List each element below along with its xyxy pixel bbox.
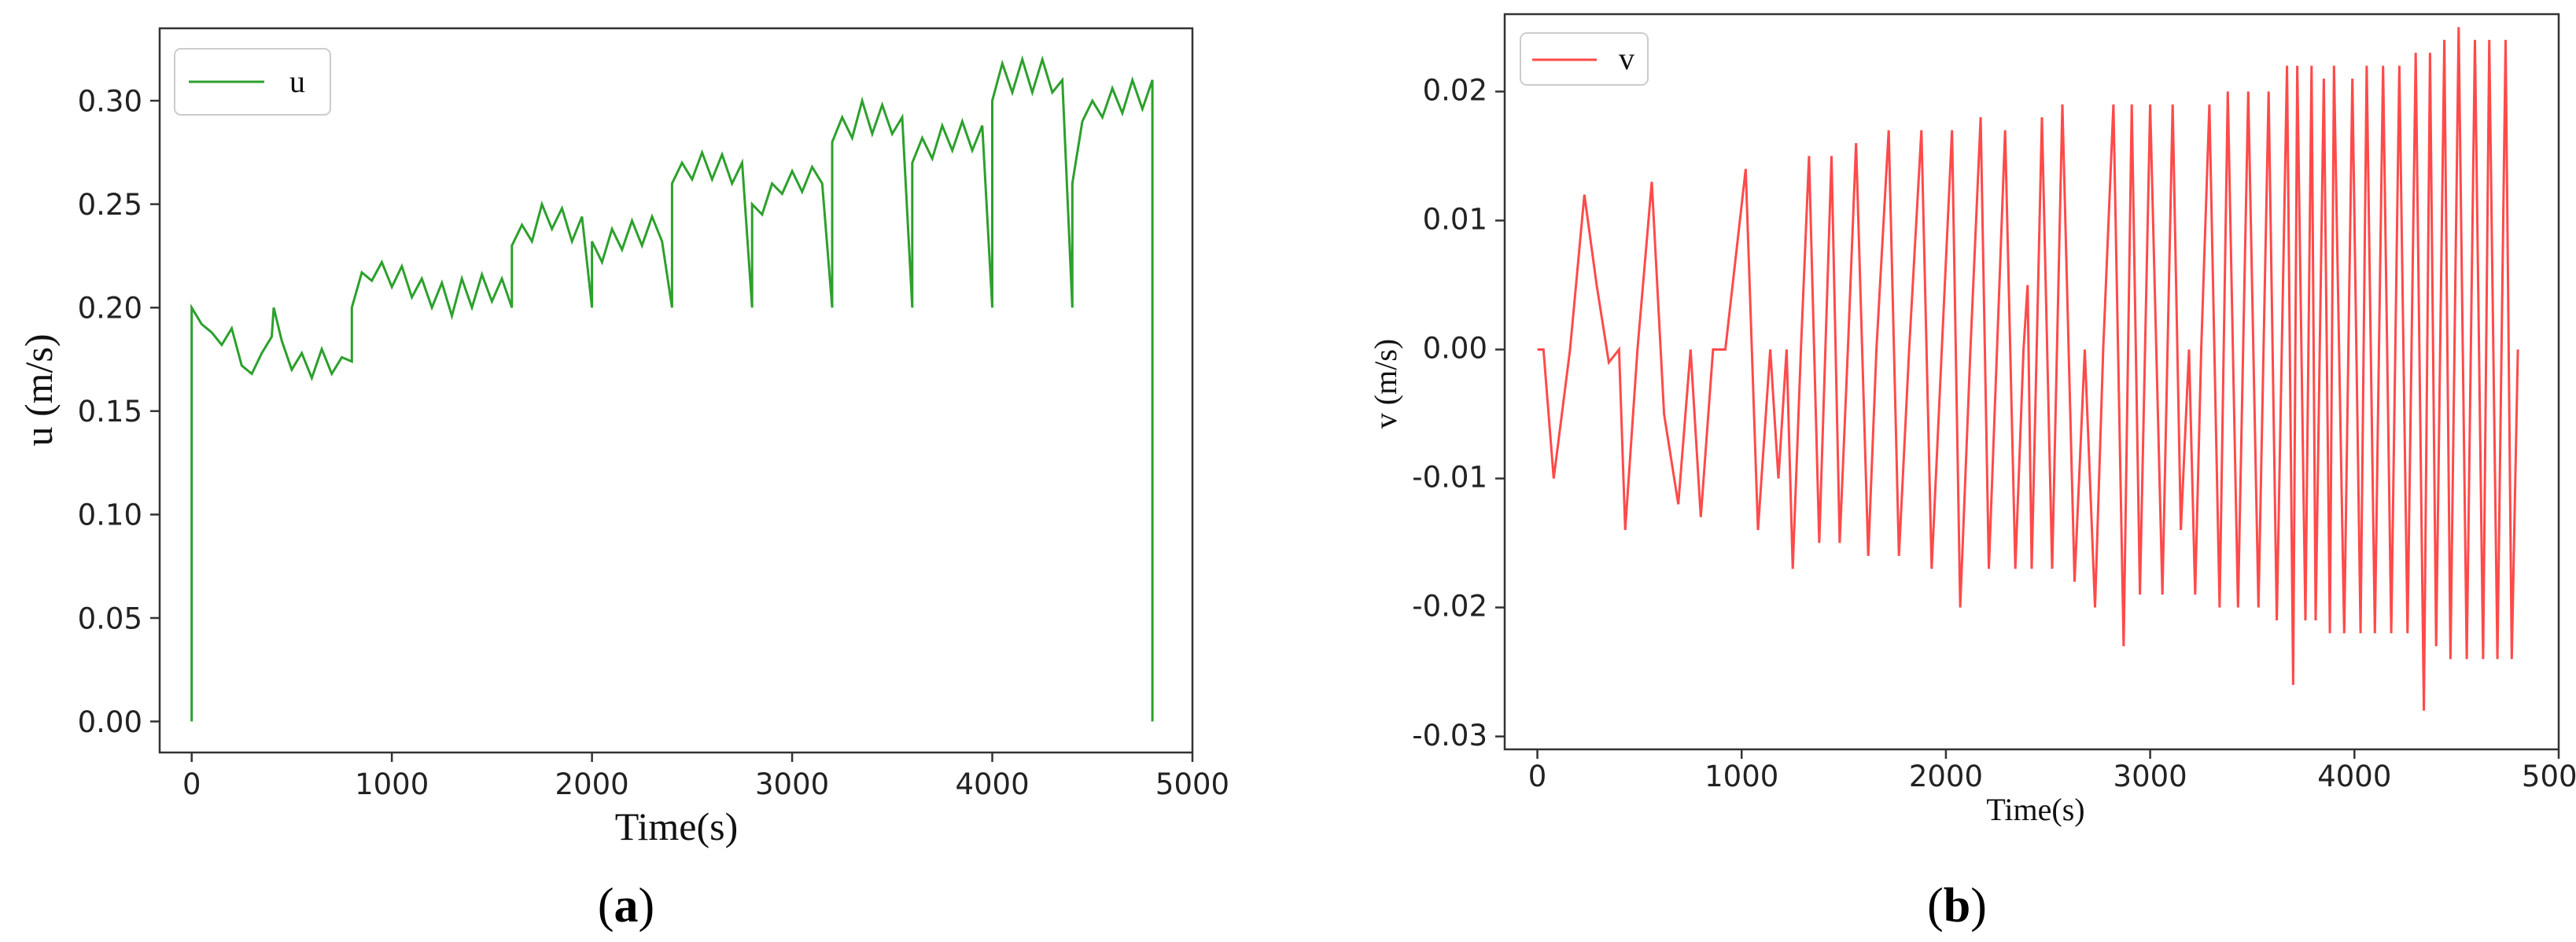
y-axis-label-a: u (m/s) bbox=[17, 333, 61, 446]
panel-label-a: (a) bbox=[598, 879, 654, 933]
y-tick-label-a: 0.00 bbox=[78, 705, 142, 739]
plot-frame-b bbox=[1503, 13, 2560, 751]
series-line-u bbox=[190, 55, 1154, 722]
y-tick-label-b: 0.02 bbox=[1423, 74, 1487, 108]
y-tick-label-b: -0.03 bbox=[1412, 719, 1487, 752]
x-tick-label-a: 0 bbox=[182, 767, 201, 801]
x-tick-label-a: 1000 bbox=[355, 767, 429, 801]
x-tick-label-b: 0 bbox=[1528, 760, 1547, 793]
y-tick-label-a: 0.20 bbox=[78, 292, 142, 326]
y-tick-label-a: 0.05 bbox=[78, 602, 142, 635]
x-axis-label-b: Time(s) bbox=[1986, 792, 2084, 827]
y-ticks-a: 0.00 0.05 0.10 0.15 0.20 0.25 0.30 bbox=[78, 84, 160, 739]
x-tick-label-b: 4000 bbox=[2317, 760, 2391, 793]
x-tick-label-a: 5000 bbox=[1155, 767, 1229, 801]
y-tick-label-a: 0.30 bbox=[78, 84, 142, 118]
legend-a: u bbox=[174, 48, 331, 116]
legend-entry-v: v bbox=[1619, 41, 1634, 76]
y-tick-label-a: 0.25 bbox=[78, 188, 142, 222]
y-axis-label-b: v (m/s) bbox=[1368, 339, 1403, 429]
x-ticks-a: 0 1000 2000 3000 4000 5000 bbox=[182, 752, 1229, 801]
x-axis-label-a: Time(s) bbox=[615, 804, 739, 848]
y-tick-label-a: 0.15 bbox=[78, 395, 142, 429]
y-tick-label-b: 0.00 bbox=[1423, 332, 1487, 366]
y-tick-label-b: -0.01 bbox=[1412, 461, 1487, 495]
y-tick-label-a: 0.10 bbox=[78, 499, 142, 532]
plot-frame-a bbox=[158, 27, 1194, 754]
y-tick-label-b: -0.02 bbox=[1412, 590, 1487, 624]
y-ticks-b: -0.03 -0.02 -0.01 0.00 0.01 0.02 bbox=[1412, 74, 1505, 752]
x-ticks-b: 0 1000 2000 3000 4000 5000 bbox=[1528, 749, 2576, 793]
x-tick-label-b: 1000 bbox=[1704, 760, 1778, 793]
legend-b: v bbox=[1520, 32, 1649, 86]
chart-panel-b: 0 1000 2000 3000 4000 5000 -0.03 -0.02 -0.01 0.0… bbox=[1368, 13, 2576, 933]
x-tick-label-a: 3000 bbox=[755, 767, 829, 801]
legend-entry-u: u bbox=[289, 64, 305, 99]
x-tick-label-b: 3000 bbox=[2113, 760, 2187, 793]
y-tick-label-b: 0.01 bbox=[1423, 203, 1487, 237]
chart-panel-a: 0 1000 2000 3000 4000 5000 0.000.050.100.150.… bbox=[17, 27, 1229, 933]
x-tick-label-a: 2000 bbox=[555, 767, 629, 801]
panel-label-b: (b) bbox=[1927, 879, 1987, 933]
x-tick-label-b: 2000 bbox=[1909, 760, 1983, 793]
series-line-v bbox=[1537, 27, 2519, 711]
x-tick-label-a: 4000 bbox=[955, 767, 1029, 801]
x-tick-label-b: 5000 bbox=[2522, 760, 2576, 793]
